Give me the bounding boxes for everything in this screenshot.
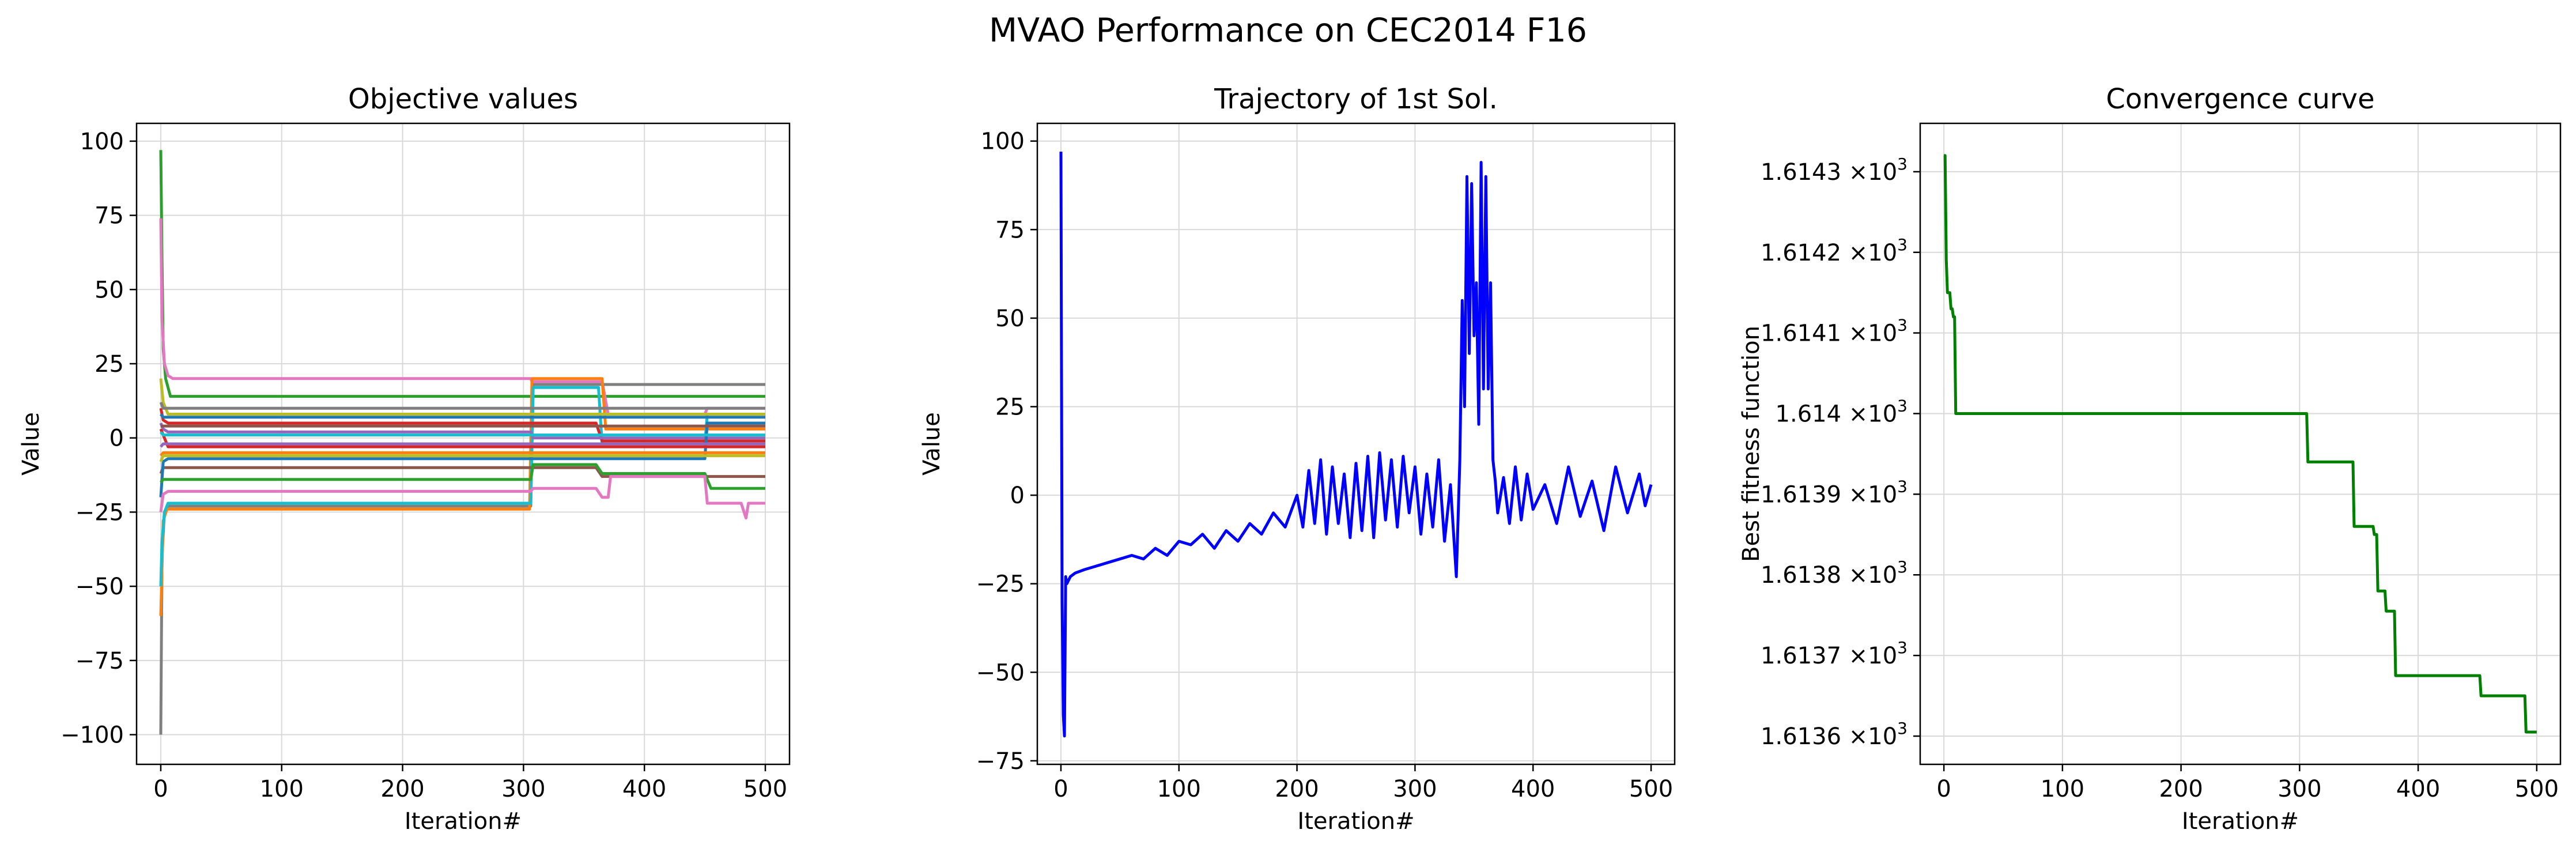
series-line-1: [1943, 154, 2537, 734]
x-tick-label: 400: [1511, 776, 1555, 802]
x-tick-label: 200: [380, 776, 424, 802]
x-tick-label: 0: [1053, 776, 1068, 802]
chart-panel-2: 0 100 200 300 400 500 −75 −50 −25 0 25 50 75 100 Traje…: [919, 83, 1676, 835]
x-tick-label: 100: [2041, 776, 2084, 802]
y-tick-label: 1.6142 ×103: [1761, 235, 1908, 266]
x-axis-label: Iteration#: [405, 808, 522, 835]
y-tick-label: 1.614 ×103: [1776, 396, 1908, 427]
y-tick-label: 1.6138 ×103: [1761, 557, 1908, 589]
series-group: [1943, 154, 2537, 734]
y-tick-label: 0: [1010, 482, 1025, 509]
y-axis-label: Value: [18, 412, 44, 476]
y-tick-label: 1.6137 ×103: [1761, 638, 1908, 669]
x-axis-label: Iteration#: [1297, 808, 1414, 835]
y-tick-label: 0: [109, 425, 124, 452]
x-axis-label: Iteration#: [2182, 808, 2299, 835]
y-tick-label: 1.6143 ×103: [1761, 154, 1908, 186]
panel-title: Objective values: [348, 83, 578, 115]
x-tick-label: 0: [153, 776, 168, 802]
y-tick-label: 25: [95, 351, 124, 378]
chart-panel-3: 0 100 200 300 400 500 1.6136 ×103 1.6137 ×103 1.…: [1738, 83, 2562, 835]
y-tick-label: 75: [995, 217, 1025, 243]
series-group: [1059, 152, 1653, 738]
x-tick-label: 200: [1275, 776, 1319, 802]
y-tick-label: 1.6139 ×103: [1761, 477, 1908, 508]
y-tick-label: 50: [95, 277, 124, 303]
y-axis-label: Best fitness function: [1738, 326, 1765, 562]
x-tick-label: 500: [743, 776, 787, 802]
series-line-14: [159, 401, 765, 410]
x-tick-label: 200: [2159, 776, 2203, 802]
y-tick-label: −50: [976, 659, 1025, 686]
x-tick-label: 100: [1157, 776, 1201, 802]
series-line-19: [160, 431, 765, 437]
y-tick-label: −75: [75, 648, 124, 674]
figure-title: MVAO Performance on CEC2014 F16: [989, 12, 1587, 50]
x-tick-label: 500: [1629, 776, 1673, 802]
y-tick-label: −75: [976, 748, 1025, 775]
series-group: [159, 150, 765, 735]
series-line-17: [160, 442, 765, 448]
x-tick-label: 400: [622, 776, 666, 802]
series-line-18: [159, 454, 765, 462]
series-line-12: [159, 475, 765, 520]
y-tick-label: 1.6136 ×103: [1761, 719, 1908, 750]
x-tick-label: 500: [2515, 776, 2559, 802]
y-tick-label: 100: [80, 129, 124, 155]
y-tick-label: −50: [75, 574, 124, 600]
series-line-15: [160, 451, 765, 457]
y-tick-label: 75: [95, 203, 124, 229]
axes-frame: [135, 122, 791, 766]
y-tick-label: −25: [75, 499, 124, 526]
x-tick-label: 100: [260, 776, 304, 802]
y-tick-label: 100: [981, 129, 1025, 155]
axes-frame: [1036, 122, 1676, 766]
series-line-7: [159, 423, 765, 440]
y-tick-label: 1.6141 ×103: [1761, 316, 1908, 347]
x-tick-label: 300: [501, 776, 545, 802]
y-axis-label: Value: [919, 412, 945, 476]
series-line-16: [160, 413, 765, 419]
x-tick-label: 400: [2396, 776, 2440, 802]
panel-title: Trajectory of 1st Sol.: [1214, 83, 1498, 115]
y-tick-label: 50: [995, 306, 1025, 332]
series-line-1: [1059, 152, 1653, 738]
chart-panel-1: 0 100 200 300 400 500 −100 −75 −50 −25 0 25 50 75 100 O…: [18, 83, 791, 835]
series-line-11: [160, 463, 765, 490]
x-tick-label: 300: [1393, 776, 1437, 802]
y-tick-label: −25: [976, 571, 1025, 598]
panel-title: Convergence curve: [2106, 83, 2374, 115]
x-tick-label: 300: [2277, 776, 2321, 802]
axes-frame: [1919, 122, 2562, 766]
y-tick-label: 25: [995, 394, 1025, 420]
y-tick-label: −100: [61, 722, 124, 749]
series-line-10: [159, 421, 765, 497]
x-tick-label: 0: [1936, 776, 1951, 802]
